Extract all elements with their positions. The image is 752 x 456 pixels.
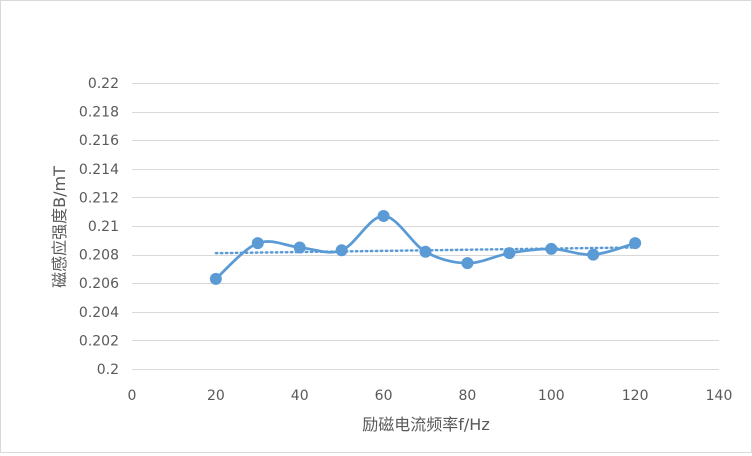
y-tick-label: 0.206 <box>79 276 119 292</box>
data-point <box>209 272 222 285</box>
data-point <box>377 209 390 222</box>
x-tick-label: 100 <box>538 388 565 404</box>
data-point <box>503 247 516 260</box>
y-tick-label: 0.208 <box>79 248 119 264</box>
y-tick-label: 0.216 <box>79 133 119 149</box>
x-tick-label: 40 <box>291 388 309 404</box>
x-tick-label: 80 <box>459 388 477 404</box>
data-point <box>419 245 432 258</box>
x-tick-label: 60 <box>375 388 393 404</box>
y-tick-label: 0.2 <box>97 362 119 378</box>
gridlines <box>132 83 719 370</box>
data-point <box>251 237 264 250</box>
data-point <box>293 241 306 254</box>
y-tick-label: 0.212 <box>79 190 119 206</box>
x-axis-title: 励磁电流频率f/Hz <box>362 415 489 434</box>
y-tick-label: 0.218 <box>79 105 119 121</box>
y-tick-label: 0.22 <box>88 76 119 92</box>
data-point <box>461 257 474 270</box>
y-tick-label: 0.202 <box>79 333 119 349</box>
y-tick-label: 0.204 <box>79 305 119 321</box>
data-point <box>335 244 348 257</box>
y-tick-labels: 0.2 0.202 0.204 0.206 0.208 0.21 0.212 0.214 0.2… <box>79 76 119 378</box>
series-group <box>209 209 642 285</box>
x-tick-label: 20 <box>207 388 225 404</box>
data-point <box>629 237 642 250</box>
x-tick-label: 0 <box>128 388 137 404</box>
x-tick-labels: 0 20 40 60 80 100 120 140 <box>128 388 733 404</box>
data-point <box>545 242 558 255</box>
x-tick-label: 140 <box>706 388 733 404</box>
y-tick-label: 0.214 <box>79 162 119 178</box>
y-tick-label: 0.21 <box>88 219 119 235</box>
y-axis-title: 磁感应强度B/mT <box>50 166 69 288</box>
x-tick-label: 120 <box>622 388 649 404</box>
data-point <box>587 248 600 261</box>
